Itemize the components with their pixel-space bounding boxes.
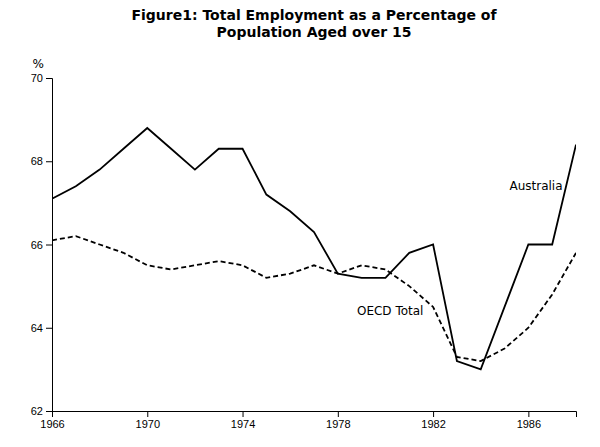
tick-mark <box>46 411 52 412</box>
tick-label: 1978 <box>326 418 350 430</box>
tick: 64 <box>31 322 52 334</box>
y-axis: 62 64 66 68 70 <box>31 72 53 417</box>
plot-area: 1966 1970 1974 1978 1982 1986 62 64 66 68 70 <box>31 72 577 430</box>
tick: 1982 <box>421 411 445 430</box>
tick: 68 <box>31 155 52 167</box>
tick: 1974 <box>231 411 255 430</box>
axis-line <box>46 79 53 412</box>
tick: 1986 <box>517 411 541 430</box>
tick-label: 1974 <box>231 418 255 430</box>
x-axis: 1966 1970 1974 1978 1982 1986 <box>40 411 576 430</box>
tick-mark <box>46 245 52 246</box>
tick-mark <box>147 411 148 417</box>
tick-label: 64 <box>31 322 43 334</box>
tick-label: 1966 <box>40 418 64 430</box>
series-line <box>52 128 576 369</box>
tick-mark <box>433 411 434 417</box>
axis-line <box>53 412 577 418</box>
tick-mark <box>46 78 52 79</box>
tick-label: 1986 <box>517 418 541 430</box>
tick-mark <box>528 411 529 417</box>
y-axis-label: % <box>33 57 44 71</box>
tick-mark <box>243 411 244 417</box>
tick-label: 70 <box>31 72 43 84</box>
tick-label: 1982 <box>421 418 445 430</box>
lines <box>52 128 576 369</box>
tick: 70 <box>31 72 52 84</box>
tick: 66 <box>31 239 52 251</box>
tick: 62 <box>31 405 52 417</box>
tick-label: 1970 <box>136 418 160 430</box>
tick: 1978 <box>326 411 350 430</box>
tick-mark <box>46 161 52 162</box>
tick-mark <box>46 328 52 329</box>
tick-label: 62 <box>31 405 43 417</box>
tick-mark <box>338 411 339 417</box>
series-label: OECD Total <box>357 304 424 318</box>
tick-label: 68 <box>31 155 43 167</box>
tick: 1966 <box>40 411 64 430</box>
series-label: Australia <box>509 179 562 193</box>
tick-label: 66 <box>31 239 43 251</box>
series-line <box>52 236 576 361</box>
title: Figure1: Total Employment as a Percentag… <box>131 7 497 40</box>
chart: 1966 1970 1974 1978 1982 1986 62 64 66 68 70 Figure… <box>0 0 600 447</box>
tick: 1970 <box>136 411 160 430</box>
